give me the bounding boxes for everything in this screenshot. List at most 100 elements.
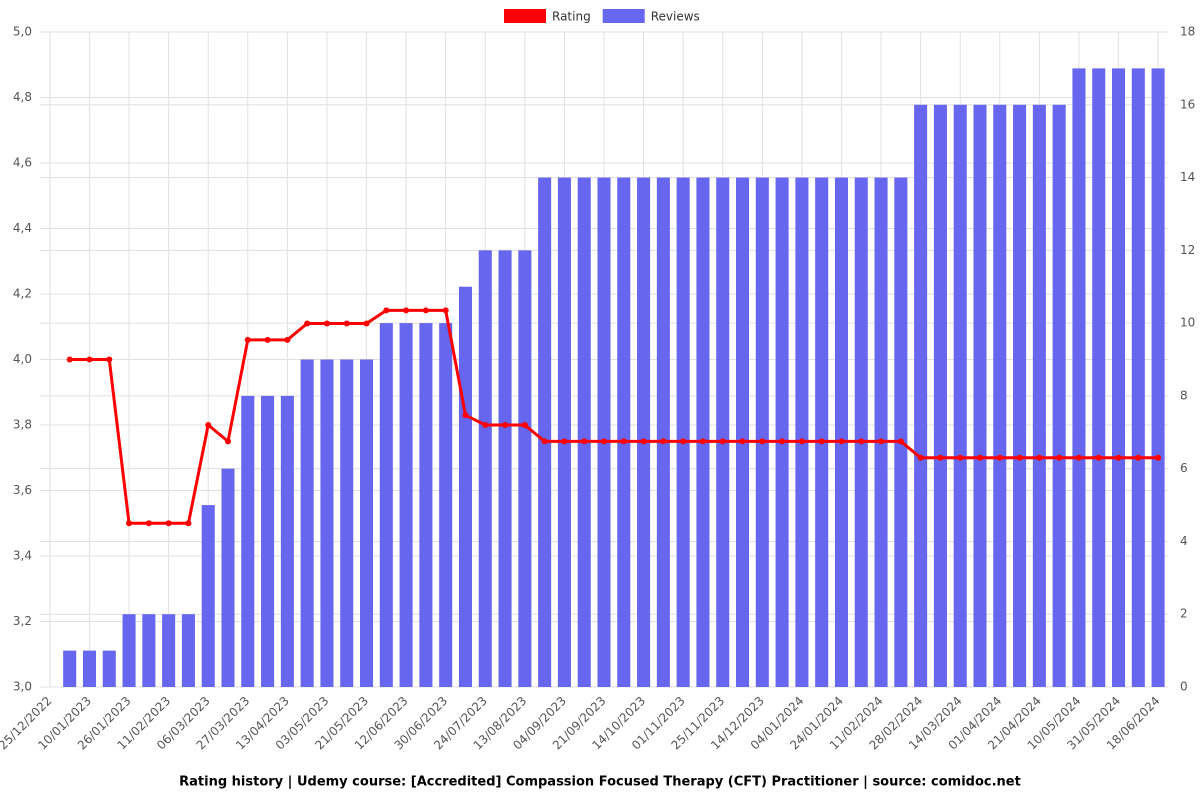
rating-point <box>759 438 766 445</box>
rating-point <box>957 454 964 461</box>
bar <box>458 286 473 687</box>
rating-point <box>996 454 1003 461</box>
rating-point <box>205 422 212 428</box>
y-tick-label: 4,4 <box>13 221 32 235</box>
bar <box>280 395 294 687</box>
bar <box>261 395 275 687</box>
bar <box>577 177 591 688</box>
y2-tick-label: 10 <box>1180 316 1195 330</box>
rating-point <box>660 438 667 445</box>
bar <box>557 177 571 688</box>
rating-point <box>403 307 410 314</box>
bar <box>320 359 334 687</box>
bar <box>63 650 77 687</box>
rating-point <box>620 438 627 445</box>
bar <box>795 177 809 688</box>
y-tick-label: 3,8 <box>13 418 32 432</box>
bar <box>993 104 1007 688</box>
y2-tick-label: 18 <box>1180 25 1195 39</box>
rating-point <box>383 307 390 314</box>
y2-tick-label: 12 <box>1180 243 1195 257</box>
rating-point <box>1135 454 1142 461</box>
rating-point <box>699 438 706 445</box>
y2-tick-label: 8 <box>1180 388 1188 402</box>
rating-point <box>502 422 509 428</box>
bar <box>518 250 532 688</box>
rating-point <box>541 438 548 445</box>
y2-tick-label: 16 <box>1180 97 1195 111</box>
legend-swatch <box>504 9 546 23</box>
rating-point <box>442 307 449 314</box>
bar <box>617 177 631 688</box>
bar <box>815 177 829 688</box>
y2-tick-label: 2 <box>1180 607 1188 621</box>
rating-point <box>284 336 291 343</box>
bar <box>1072 68 1086 687</box>
bar <box>1151 68 1165 687</box>
y-tick-label: 4,6 <box>13 156 32 170</box>
bar <box>340 359 354 687</box>
bar <box>122 614 136 687</box>
rating-point <box>680 438 687 445</box>
lines <box>66 307 1162 527</box>
bar <box>716 177 730 688</box>
bar <box>834 177 849 688</box>
y2-tick-label: 4 <box>1180 534 1188 548</box>
bar <box>1131 68 1145 687</box>
bar <box>656 177 670 688</box>
rating-point <box>1056 454 1063 461</box>
y-tick-label: 5,0 <box>13 25 32 39</box>
rating-point <box>106 356 113 363</box>
legend-label: Reviews <box>651 10 700 24</box>
bar <box>696 177 710 688</box>
bar <box>953 104 967 688</box>
bar <box>142 614 156 687</box>
rating-point <box>126 520 133 527</box>
y2-tick-label: 14 <box>1180 170 1195 184</box>
rating-point <box>640 438 647 445</box>
bar <box>1111 68 1126 687</box>
bar <box>735 177 750 688</box>
rating-point <box>937 454 944 461</box>
bar <box>1032 104 1046 688</box>
y-tick-label: 3,4 <box>13 549 32 563</box>
rating-point <box>304 320 311 327</box>
rating-point <box>363 320 370 327</box>
legend-swatch <box>602 9 645 23</box>
bar <box>162 614 176 687</box>
bar <box>1092 68 1106 687</box>
bar <box>241 395 255 687</box>
bar <box>1013 104 1027 688</box>
y-tick-label: 3,0 <box>13 680 32 694</box>
rating-point <box>1115 454 1122 461</box>
bar <box>201 505 215 687</box>
bar <box>914 104 928 688</box>
bar <box>676 177 690 688</box>
rating-point <box>225 438 231 445</box>
rating-point <box>185 520 192 527</box>
rating-point <box>1155 454 1162 461</box>
bar <box>538 177 552 688</box>
rating-line <box>69 308 1159 525</box>
legend-label: Rating <box>552 10 591 24</box>
rating-point <box>66 356 73 363</box>
rating-point <box>1036 454 1043 461</box>
bar <box>894 177 908 688</box>
bar <box>755 177 769 688</box>
y2-tick-label: 6 <box>1180 461 1188 475</box>
y-tick-label: 4,2 <box>13 287 32 301</box>
rating-point <box>977 454 983 461</box>
y-tick-label: 4,8 <box>13 90 32 104</box>
rating-point <box>917 454 924 461</box>
y-tick-label: 3,2 <box>13 614 32 628</box>
rating-point <box>1075 454 1082 461</box>
rating-point <box>1095 454 1102 461</box>
bar <box>854 177 868 688</box>
rating-point <box>818 438 825 445</box>
rating-point <box>521 422 528 428</box>
bar <box>379 323 393 687</box>
rating-point <box>482 422 489 428</box>
bar <box>933 104 947 688</box>
bar <box>1052 104 1066 688</box>
rating-point <box>323 320 330 327</box>
